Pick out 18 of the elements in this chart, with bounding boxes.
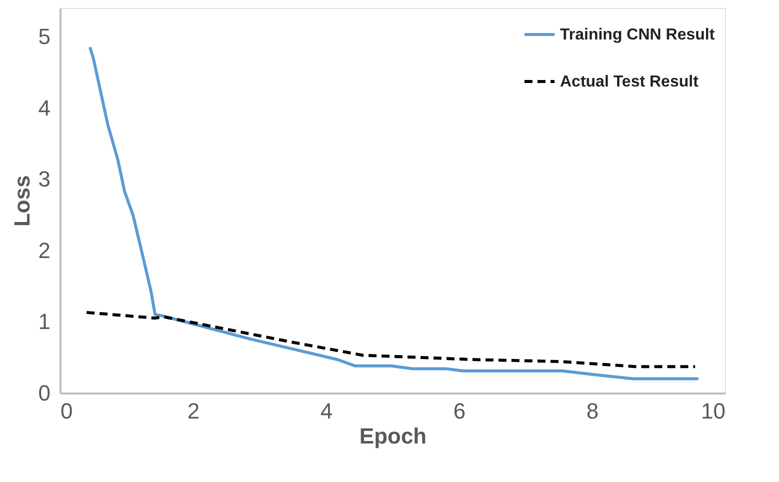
legend-label: Training CNN Result: [560, 26, 716, 44]
line-series: [85, 310, 697, 368]
x-tick-label: 2: [187, 398, 200, 424]
y-tick-label: 2: [38, 238, 50, 263]
y-tick-label: 4: [38, 95, 50, 120]
x-tick-label: 10: [701, 398, 726, 424]
x-tick-label: 0: [60, 398, 73, 424]
y-axis-title: Loss: [9, 175, 34, 227]
y-tick-label: 1: [38, 309, 50, 334]
x-axis-title: Epoch: [359, 424, 427, 448]
x-tick-label: 8: [586, 398, 599, 424]
x-tick-label: 6: [453, 398, 466, 424]
x-tick-label: 4: [320, 398, 333, 424]
y-tick-label: 5: [38, 24, 50, 50]
y-tick-label: 0: [38, 380, 50, 406]
legend-label: Actual Test Result: [560, 74, 700, 90]
y-tick-label: 3: [38, 166, 50, 192]
line-series: [88, 46, 700, 380]
